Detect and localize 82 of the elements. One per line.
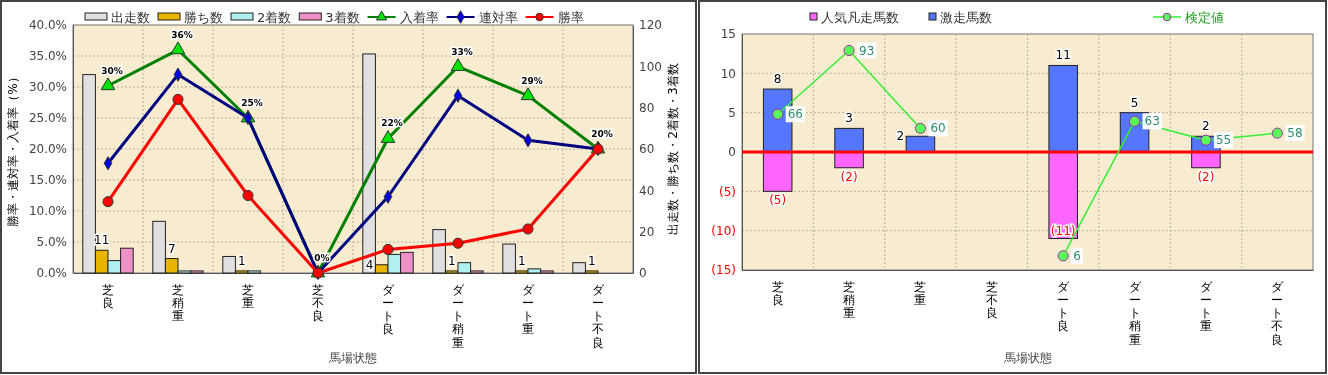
data-label: 3	[845, 111, 853, 126]
legend-label: 勝率	[557, 10, 584, 25]
data-label: (2)	[1197, 169, 1215, 184]
legend-label: 入着率	[399, 10, 439, 25]
x-tick-label: 芝稍重	[172, 282, 184, 324]
y-tick-label: 40.0%	[28, 18, 67, 33]
data-label: 4	[365, 257, 374, 272]
y-tick-label: 0	[728, 145, 736, 160]
x-tick-label: 芝重	[914, 279, 927, 307]
y-tick-label: 20.0%	[28, 142, 67, 157]
legend-label: 出走数	[111, 10, 150, 25]
y2-tick-label: 80	[639, 101, 655, 116]
data-label: 8	[773, 72, 782, 87]
data-label: 7	[167, 241, 176, 256]
data-label: 30%	[101, 65, 123, 76]
y-tick-label: 30.0%	[28, 80, 67, 95]
x-tick-label: 芝良	[771, 279, 784, 307]
x-tick-label: 芝重	[242, 282, 254, 310]
data-label: 58	[1287, 126, 1303, 141]
y2-tick-label: 20	[639, 225, 655, 240]
data-label: 36%	[171, 29, 193, 40]
data-label: 5	[1130, 95, 1139, 110]
y-tick-label: 35.0%	[28, 49, 67, 64]
data-label: 93	[859, 43, 875, 58]
x-tick-label: ダート不良	[592, 282, 605, 350]
legend-label: 激走馬数	[940, 10, 992, 25]
legend-label: 連対率	[478, 10, 518, 25]
y-tick-label: (10)	[711, 224, 736, 239]
data-label: 11	[1055, 48, 1071, 63]
y-tick-label: 0.0%	[36, 266, 67, 281]
y-tick-label: 15.0%	[28, 173, 67, 188]
y-tick-label: 5	[728, 106, 736, 121]
x-tick-label: ダート稍重	[1128, 279, 1142, 347]
data-label: 29%	[521, 75, 543, 86]
x-tick-label: ダート良	[382, 282, 395, 337]
data-label: 33%	[451, 46, 473, 57]
y-tick-label: 15	[720, 27, 736, 42]
y2-tick-label: 120	[639, 18, 662, 33]
data-label: 60	[930, 121, 946, 136]
data-label: 6	[1073, 248, 1081, 263]
legend-label: 検定値	[1185, 10, 1224, 25]
x-tick-label: ダート重	[1199, 279, 1213, 334]
data-label: 1	[237, 253, 246, 268]
y2-axis-title: 出走数・勝ち数・2着数・3着数	[666, 63, 680, 235]
data-label: (11)	[1050, 223, 1076, 238]
legend-label: 勝ち数	[184, 10, 223, 25]
y-tick-label: (5)	[719, 184, 736, 199]
data-label: 2	[1202, 119, 1210, 134]
data-label: 63	[1144, 114, 1160, 129]
x-tick-label: 芝不良	[985, 279, 998, 321]
data-label: 1	[587, 253, 596, 268]
legend-label: 3着数	[325, 10, 360, 25]
y-tick-label: 5.0%	[36, 235, 67, 250]
x-tick-label: 芝良	[102, 282, 114, 310]
data-label: 55	[1215, 133, 1232, 148]
data-label: (5)	[769, 193, 787, 208]
x-tick-label: 芝不良	[312, 282, 324, 324]
legend-label: 人気凡走馬数	[821, 10, 899, 25]
x-axis-title: 馬場状態	[328, 351, 377, 365]
y-tick-label: (15)	[711, 263, 736, 278]
x-axis-title: 馬場状態	[1002, 351, 1052, 365]
data-label: 66	[787, 107, 803, 122]
y-tick-label: 25.0%	[28, 111, 67, 126]
y2-tick-label: 0	[639, 266, 647, 281]
data-label: 25%	[241, 98, 263, 108]
y-tick-label: 10.0%	[28, 204, 67, 219]
y-tick-label: 10	[720, 66, 736, 81]
data-label: 1	[517, 253, 526, 268]
x-tick-label: ダート重	[522, 282, 535, 337]
y2-tick-label: 60	[639, 142, 655, 157]
x-tick-label: ダート稍重	[452, 282, 465, 350]
x-tick-label: ダート良	[1057, 279, 1071, 334]
legend-label: 2着数	[257, 10, 292, 25]
y-axis-title: 勝率・連対率・入着率（%）	[6, 71, 20, 227]
data-label: 2	[896, 129, 905, 144]
y2-tick-label: 40	[639, 183, 655, 198]
data-label: 1	[447, 253, 456, 268]
data-label: 20%	[591, 129, 613, 139]
data-label: (2)	[840, 169, 858, 184]
x-tick-label: ダート不良	[1271, 279, 1285, 347]
y2-tick-label: 100	[639, 59, 662, 74]
x-tick-label: 芝稍重	[843, 279, 856, 321]
